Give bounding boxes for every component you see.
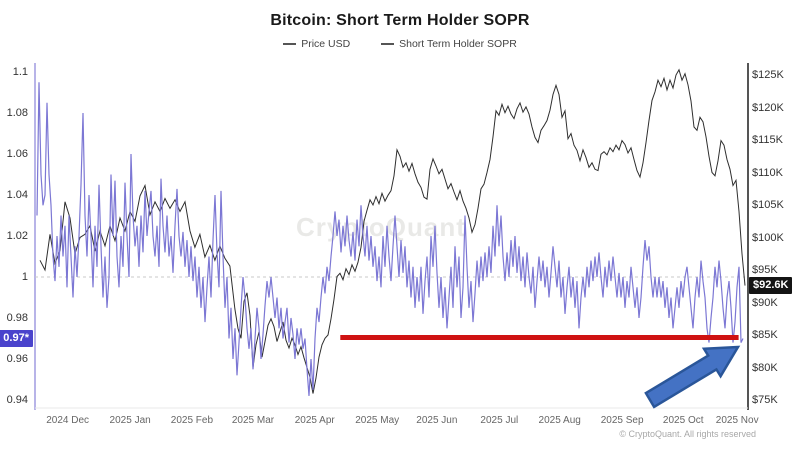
x-axis-tick: 2024 Dec — [46, 415, 90, 426]
chart-legend: Price USD Short Term Holder SOPR — [0, 38, 800, 50]
left-axis-tick: 1 — [21, 271, 28, 283]
x-axis-tick: 2025 Sep — [600, 415, 644, 426]
cryptoquant-watermark: CryptoQuant — [296, 212, 466, 242]
sopr-line-swatch-icon — [381, 43, 395, 46]
copyright-text: © CryptoQuant. All rights reserved — [619, 429, 756, 439]
x-axis-tick: 2025 Nov — [715, 415, 759, 426]
left-axis-tick: 0.96 — [6, 353, 28, 365]
legend-label-price: Price USD — [301, 38, 351, 50]
x-axis-tick: 2025 Jun — [416, 415, 458, 426]
price-current-value-badge: $92.6K — [749, 277, 793, 295]
x-axis-tick: 2025 Oct — [662, 415, 704, 426]
x-axis-tick: 2025 Apr — [294, 415, 335, 426]
right-axis-tick: $90K — [752, 296, 778, 309]
right-axis-tick: $105K — [752, 199, 784, 211]
left-axis-tick: 1.04 — [6, 189, 28, 201]
price-line-swatch-icon — [283, 43, 297, 46]
left-axis-tick: 1.06 — [6, 148, 28, 160]
right-axis-tick: $110K — [752, 166, 783, 179]
left-axis-tick: 1.02 — [6, 230, 28, 242]
x-axis-tick: 2025 Jan — [109, 415, 151, 426]
left-axis-tick: 0.98 — [6, 312, 28, 324]
x-axis-tick: 2025 Aug — [538, 415, 581, 426]
right-axis-tick: $125K — [752, 69, 784, 81]
right-axis-tick: $120K — [752, 101, 784, 114]
highlight-arrow — [644, 345, 741, 409]
left-axis-tick: 1.08 — [6, 107, 28, 119]
sopr-line — [36, 82, 744, 396]
right-axis-tick: $85K — [752, 329, 778, 341]
left-axis-tick: 1.1 — [12, 66, 28, 78]
x-axis-tick: 2025 Jul — [480, 415, 519, 426]
right-axis-tick: $75K — [752, 394, 778, 406]
sopr-current-value-badge: 0.97* — [0, 330, 33, 347]
right-axis-tick: $100K — [752, 231, 784, 244]
left-axis-tick: 0.94 — [6, 394, 28, 406]
right-axis-tick: $115K — [752, 134, 783, 146]
right-axis-tick: $80K — [752, 361, 778, 374]
legend-item-sopr[interactable]: Short Term Holder SOPR — [381, 38, 517, 50]
x-axis-tick: 2025 Mar — [231, 415, 275, 426]
legend-label-sopr: Short Term Holder SOPR — [399, 38, 517, 50]
right-axis-tick: $95K — [752, 264, 778, 276]
price-usd-line — [39, 68, 746, 394]
chart-title: Bitcoin: Short Term Holder SOPR — [270, 12, 530, 29]
legend-item-price[interactable]: Price USD — [283, 38, 350, 50]
x-axis-tick: 2025 May — [355, 415, 400, 426]
x-axis-tick: 2025 Feb — [170, 415, 214, 426]
